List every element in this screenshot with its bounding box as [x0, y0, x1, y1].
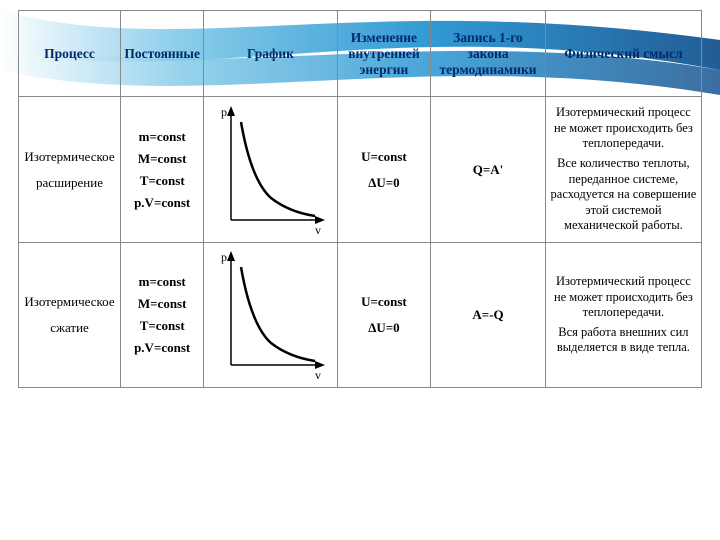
thermo-table: Процесс Постоянные График Изменение внут… [18, 10, 702, 388]
cell-constants: m=constM=constT=constp.V=const [121, 243, 204, 388]
hdr-meaning: Физический смысл [545, 11, 701, 97]
cell-meaning: Изотермический процесс не может происход… [545, 243, 701, 388]
svg-text:p: p [221, 105, 227, 119]
cell-graph: p v [204, 97, 337, 243]
header-row: Процесс Постоянные График Изменение внут… [19, 11, 702, 97]
hdr-law: Запись 1-го закона термодинамики [431, 11, 546, 97]
hdr-constants: Постоянные [121, 11, 204, 97]
cell-process: Изотермическоесжатие [19, 243, 121, 388]
cell-law: Q=A' [431, 97, 546, 243]
table-body: Изотермическоерасширение m=constM=constT… [19, 97, 702, 388]
cell-process: Изотермическоерасширение [19, 97, 121, 243]
svg-text:v: v [315, 368, 321, 382]
table-row: Изотермическоерасширение m=constM=constT… [19, 97, 702, 243]
hdr-energy: Изменение внутренней энергии [337, 11, 431, 97]
cell-energy: U=constΔU=0 [337, 97, 431, 243]
table-row: Изотермическоесжатие m=constM=constT=con… [19, 243, 702, 388]
cell-graph: p v [204, 243, 337, 388]
hdr-graph: График [204, 11, 337, 97]
isotherm-graph: p v [211, 245, 329, 385]
svg-text:v: v [315, 223, 321, 237]
hdr-process: Процесс [19, 11, 121, 97]
cell-meaning: Изотермический процесс не может происход… [545, 97, 701, 243]
svg-text:p: p [221, 250, 227, 264]
cell-constants: m=constM=constT=constp.V=const [121, 97, 204, 243]
isotherm-graph: p v [211, 100, 329, 240]
cell-energy: U=constΔU=0 [337, 243, 431, 388]
cell-law: A=-Q [431, 243, 546, 388]
